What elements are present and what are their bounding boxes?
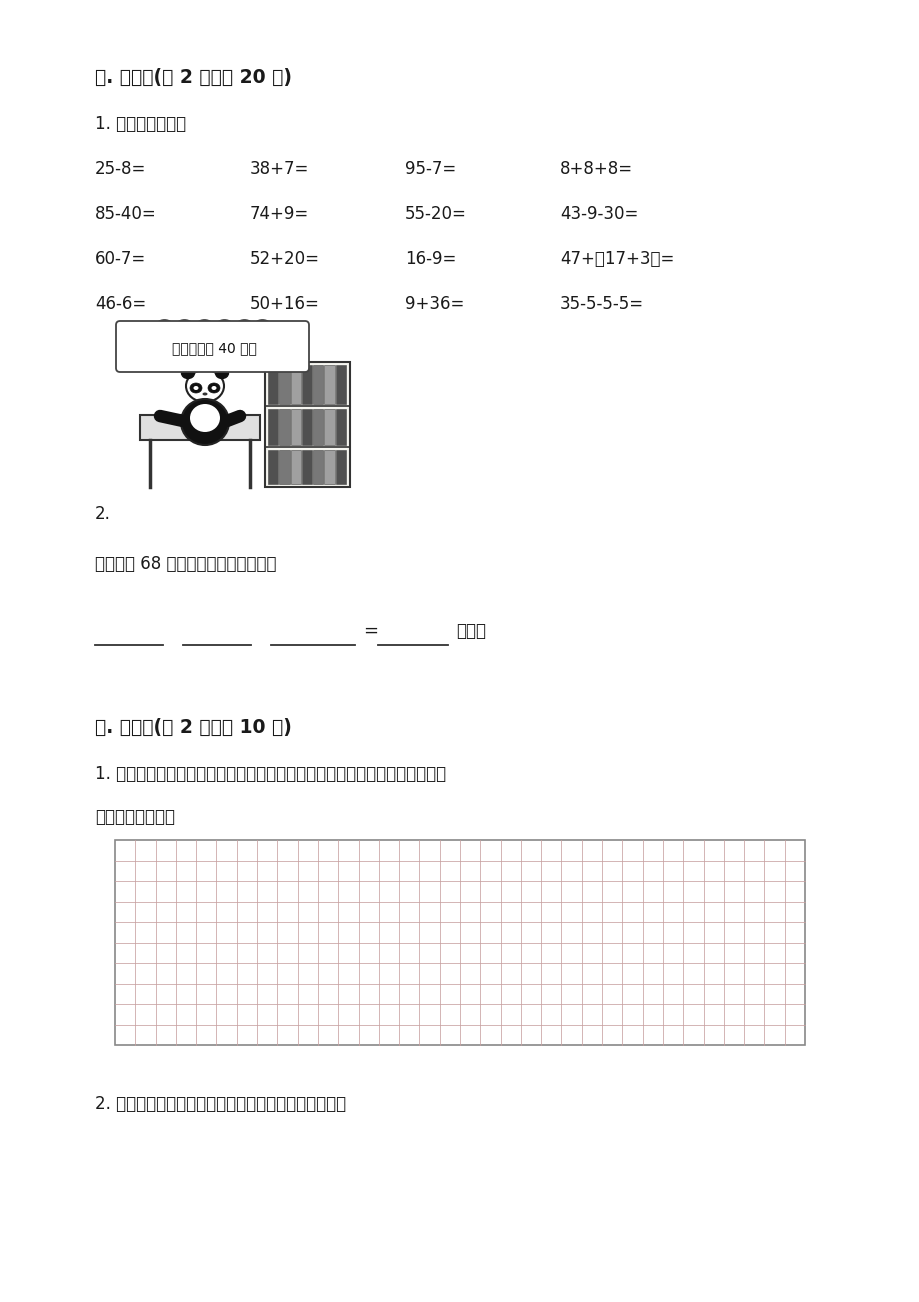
Bar	[279, 409, 289, 445]
Circle shape	[251, 320, 273, 342]
Ellipse shape	[186, 370, 223, 402]
Bar	[267, 409, 278, 445]
Text: 52+20=: 52+20=	[250, 250, 320, 268]
Bar	[290, 450, 301, 484]
Text: 43-9-30=: 43-9-30=	[560, 204, 638, 223]
Text: 47+（17+3）=: 47+（17+3）=	[560, 250, 674, 268]
Bar	[324, 409, 335, 445]
Text: 25-8=: 25-8=	[95, 160, 146, 178]
Bar	[279, 450, 289, 484]
Text: 1. 直接写出得数。: 1. 直接写出得数。	[95, 115, 186, 133]
Text: 1. 在下面方格纸中先分别画一个长方形、一个正方形；再用学过的图形拼成一: 1. 在下面方格纸中先分别画一个长方形、一个正方形；再用学过的图形拼成一	[95, 766, 446, 783]
Ellipse shape	[208, 383, 220, 393]
Text: 2.: 2.	[95, 505, 111, 523]
Bar	[312, 409, 323, 445]
Ellipse shape	[211, 385, 216, 391]
Text: 85-40=: 85-40=	[95, 204, 156, 223]
FancyBboxPatch shape	[116, 322, 309, 372]
Bar	[324, 450, 335, 484]
Bar	[267, 365, 278, 404]
Text: 35-5-5-5=: 35-5-5-5=	[560, 296, 643, 312]
Text: 五. 作图题(共 2 题，共 10 分): 五. 作图题(共 2 题，共 10 分)	[95, 717, 291, 737]
Text: （本）: （本）	[456, 622, 485, 641]
Bar	[301, 450, 312, 484]
Bar	[324, 365, 335, 404]
Bar	[115, 840, 804, 1046]
Text: 16-9=: 16-9=	[404, 250, 456, 268]
Bar	[335, 409, 346, 445]
Bar	[312, 450, 323, 484]
Text: 74+9=: 74+9=	[250, 204, 309, 223]
Ellipse shape	[193, 385, 199, 391]
Ellipse shape	[215, 367, 228, 379]
Bar	[290, 365, 301, 404]
Bar	[290, 409, 301, 445]
Ellipse shape	[190, 404, 220, 432]
Ellipse shape	[202, 392, 208, 396]
Text: 38+7=: 38+7=	[250, 160, 309, 178]
Circle shape	[233, 320, 255, 342]
Circle shape	[213, 320, 235, 342]
Text: 9+36=: 9+36=	[404, 296, 464, 312]
Text: 书柜里有 68 本书，还有多少本没看？: 书柜里有 68 本书，还有多少本没看？	[95, 555, 277, 573]
Bar	[265, 362, 349, 487]
Text: 95-7=: 95-7=	[404, 160, 456, 178]
Text: 8+8+8=: 8+8+8=	[560, 160, 632, 178]
Text: 四. 计算题(共 2 题，共 20 分): 四. 计算题(共 2 题，共 20 分)	[95, 68, 291, 87]
Circle shape	[193, 320, 215, 342]
Bar	[301, 409, 312, 445]
Text: 50+16=: 50+16=	[250, 296, 320, 312]
Text: 2. 漂亮的手链掌了几颗珠子，你知道掌的是哪几颗吗？: 2. 漂亮的手链掌了几颗珠子，你知道掌的是哪几颗吗？	[95, 1095, 346, 1113]
Text: 46-6=: 46-6=	[95, 296, 146, 312]
Bar	[140, 415, 260, 440]
Bar	[335, 450, 346, 484]
Ellipse shape	[181, 398, 229, 445]
Text: 个你喜欢的图形。: 个你喜欢的图形。	[95, 809, 175, 825]
Text: =: =	[363, 622, 378, 641]
Bar	[312, 365, 323, 404]
Bar	[301, 365, 312, 404]
Bar	[279, 365, 289, 404]
Ellipse shape	[190, 383, 202, 393]
Circle shape	[174, 320, 196, 342]
Text: 55-20=: 55-20=	[404, 204, 466, 223]
Bar	[335, 365, 346, 404]
Bar	[267, 450, 278, 484]
Text: 60-7=: 60-7=	[95, 250, 146, 268]
Circle shape	[153, 320, 176, 342]
Text: 我已经看了 40 本。: 我已经看了 40 本。	[172, 341, 256, 355]
Ellipse shape	[181, 367, 194, 379]
